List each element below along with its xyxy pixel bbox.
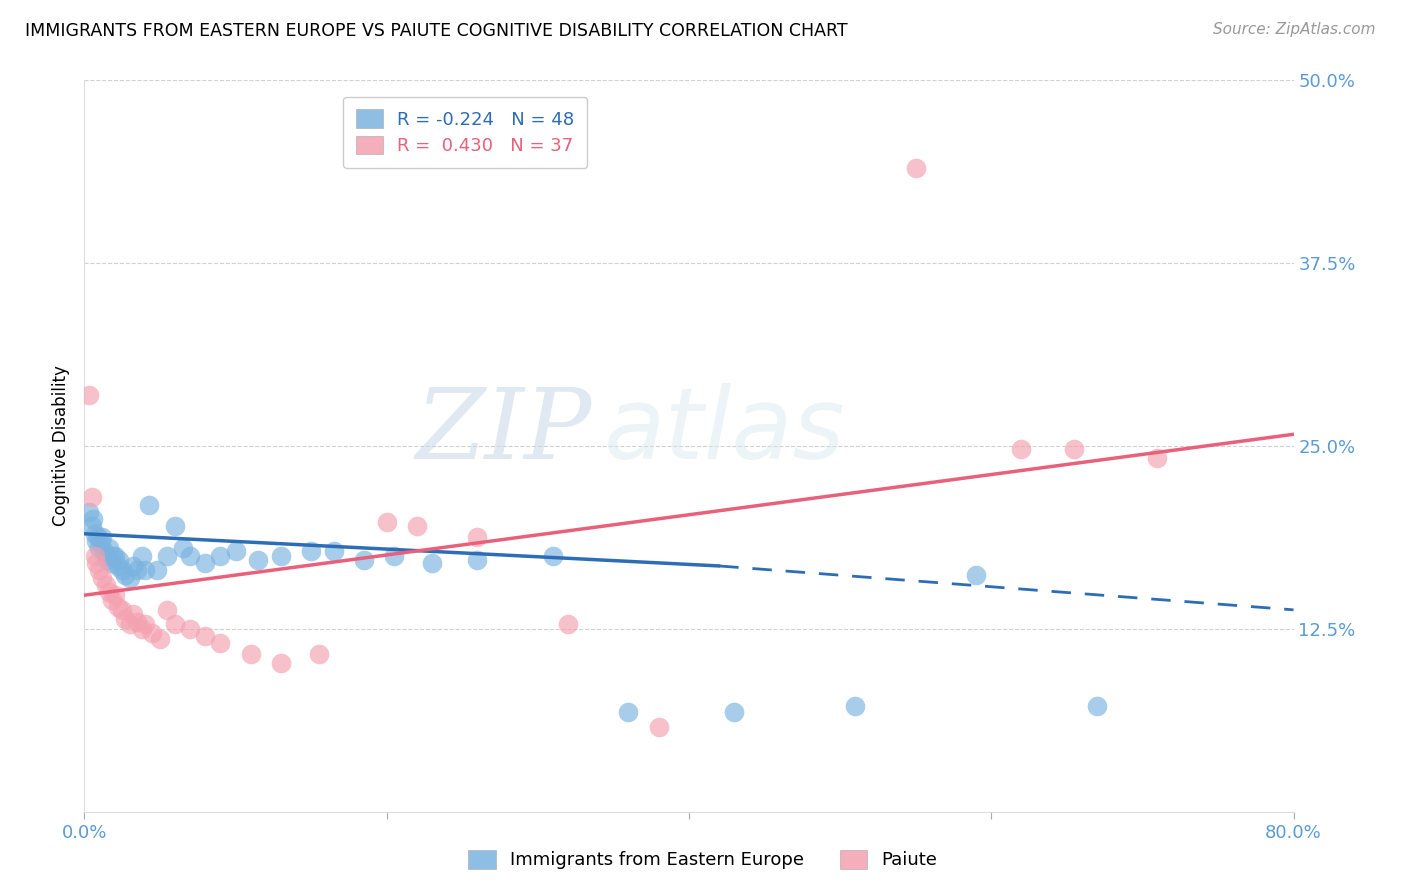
Legend: Immigrants from Eastern Europe, Paiute: Immigrants from Eastern Europe, Paiute: [460, 841, 946, 879]
Text: Source: ZipAtlas.com: Source: ZipAtlas.com: [1212, 22, 1375, 37]
Point: [118, 617, 141, 632]
Point: [118, 571, 141, 585]
Point: [141, 626, 163, 640]
Point: [270, 656, 292, 670]
Point: [1146, 450, 1168, 465]
Point: [101, 549, 124, 563]
Point: [648, 720, 671, 734]
Point: [134, 617, 156, 632]
Point: [134, 563, 156, 577]
Point: [114, 612, 136, 626]
Y-axis label: Cognitive Disability: Cognitive Disability: [52, 366, 70, 526]
Legend: R = -0.224   N = 48, R =  0.430   N = 37: R = -0.224 N = 48, R = 0.430 N = 37: [343, 96, 588, 168]
Point: [107, 599, 129, 614]
Point: [179, 549, 201, 563]
Point: [225, 544, 247, 558]
Point: [165, 617, 187, 632]
Point: [127, 563, 149, 577]
Point: [121, 558, 143, 573]
Point: [172, 541, 194, 556]
Point: [149, 632, 172, 646]
Point: [146, 563, 169, 577]
Text: ZIP: ZIP: [416, 384, 592, 479]
Point: [86, 534, 108, 549]
Point: [114, 567, 136, 582]
Point: [86, 556, 108, 570]
Point: [1063, 442, 1085, 456]
Point: [420, 556, 443, 570]
Point: [467, 553, 489, 567]
Point: [1011, 442, 1033, 456]
Point: [138, 498, 160, 512]
Point: [194, 629, 217, 643]
Point: [904, 161, 927, 175]
Point: [96, 553, 118, 567]
Point: [723, 705, 745, 719]
Point: [94, 549, 117, 563]
Point: [111, 563, 134, 577]
Point: [467, 530, 489, 544]
Point: [965, 567, 987, 582]
Point: [299, 544, 322, 558]
Point: [209, 636, 232, 650]
Point: [104, 549, 127, 563]
Point: [308, 647, 330, 661]
Point: [91, 530, 114, 544]
Point: [844, 699, 866, 714]
Point: [94, 578, 117, 592]
Point: [84, 526, 107, 541]
Text: atlas: atlas: [605, 383, 846, 480]
Point: [131, 622, 153, 636]
Point: [89, 541, 111, 556]
Point: [89, 563, 111, 577]
Point: [100, 592, 122, 607]
Point: [375, 515, 398, 529]
Point: [121, 607, 143, 622]
Text: IMMIGRANTS FROM EASTERN EUROPE VS PAIUTE COGNITIVE DISABILITY CORRELATION CHART: IMMIGRANTS FROM EASTERN EUROPE VS PAIUTE…: [25, 22, 848, 40]
Point: [90, 534, 112, 549]
Point: [382, 549, 405, 563]
Point: [93, 544, 115, 558]
Point: [209, 549, 232, 563]
Point: [1085, 699, 1108, 714]
Point: [165, 519, 187, 533]
Point: [131, 549, 153, 563]
Point: [77, 505, 100, 519]
Point: [541, 549, 564, 563]
Point: [156, 549, 179, 563]
Point: [108, 553, 131, 567]
Point: [91, 571, 114, 585]
Point: [100, 556, 122, 570]
Point: [127, 615, 149, 629]
Point: [194, 556, 217, 570]
Point: [87, 530, 110, 544]
Point: [97, 541, 120, 556]
Point: [104, 588, 127, 602]
Point: [80, 490, 103, 504]
Point: [77, 388, 100, 402]
Point: [557, 617, 579, 632]
Point: [179, 622, 201, 636]
Point: [107, 558, 129, 573]
Point: [353, 553, 375, 567]
Point: [270, 549, 292, 563]
Point: [111, 603, 134, 617]
Point: [322, 544, 344, 558]
Point: [84, 549, 107, 563]
Point: [239, 647, 262, 661]
Point: [82, 512, 104, 526]
Point: [156, 603, 179, 617]
Point: [97, 585, 120, 599]
Point: [80, 519, 103, 533]
Point: [406, 519, 429, 533]
Point: [247, 553, 270, 567]
Point: [617, 705, 640, 719]
